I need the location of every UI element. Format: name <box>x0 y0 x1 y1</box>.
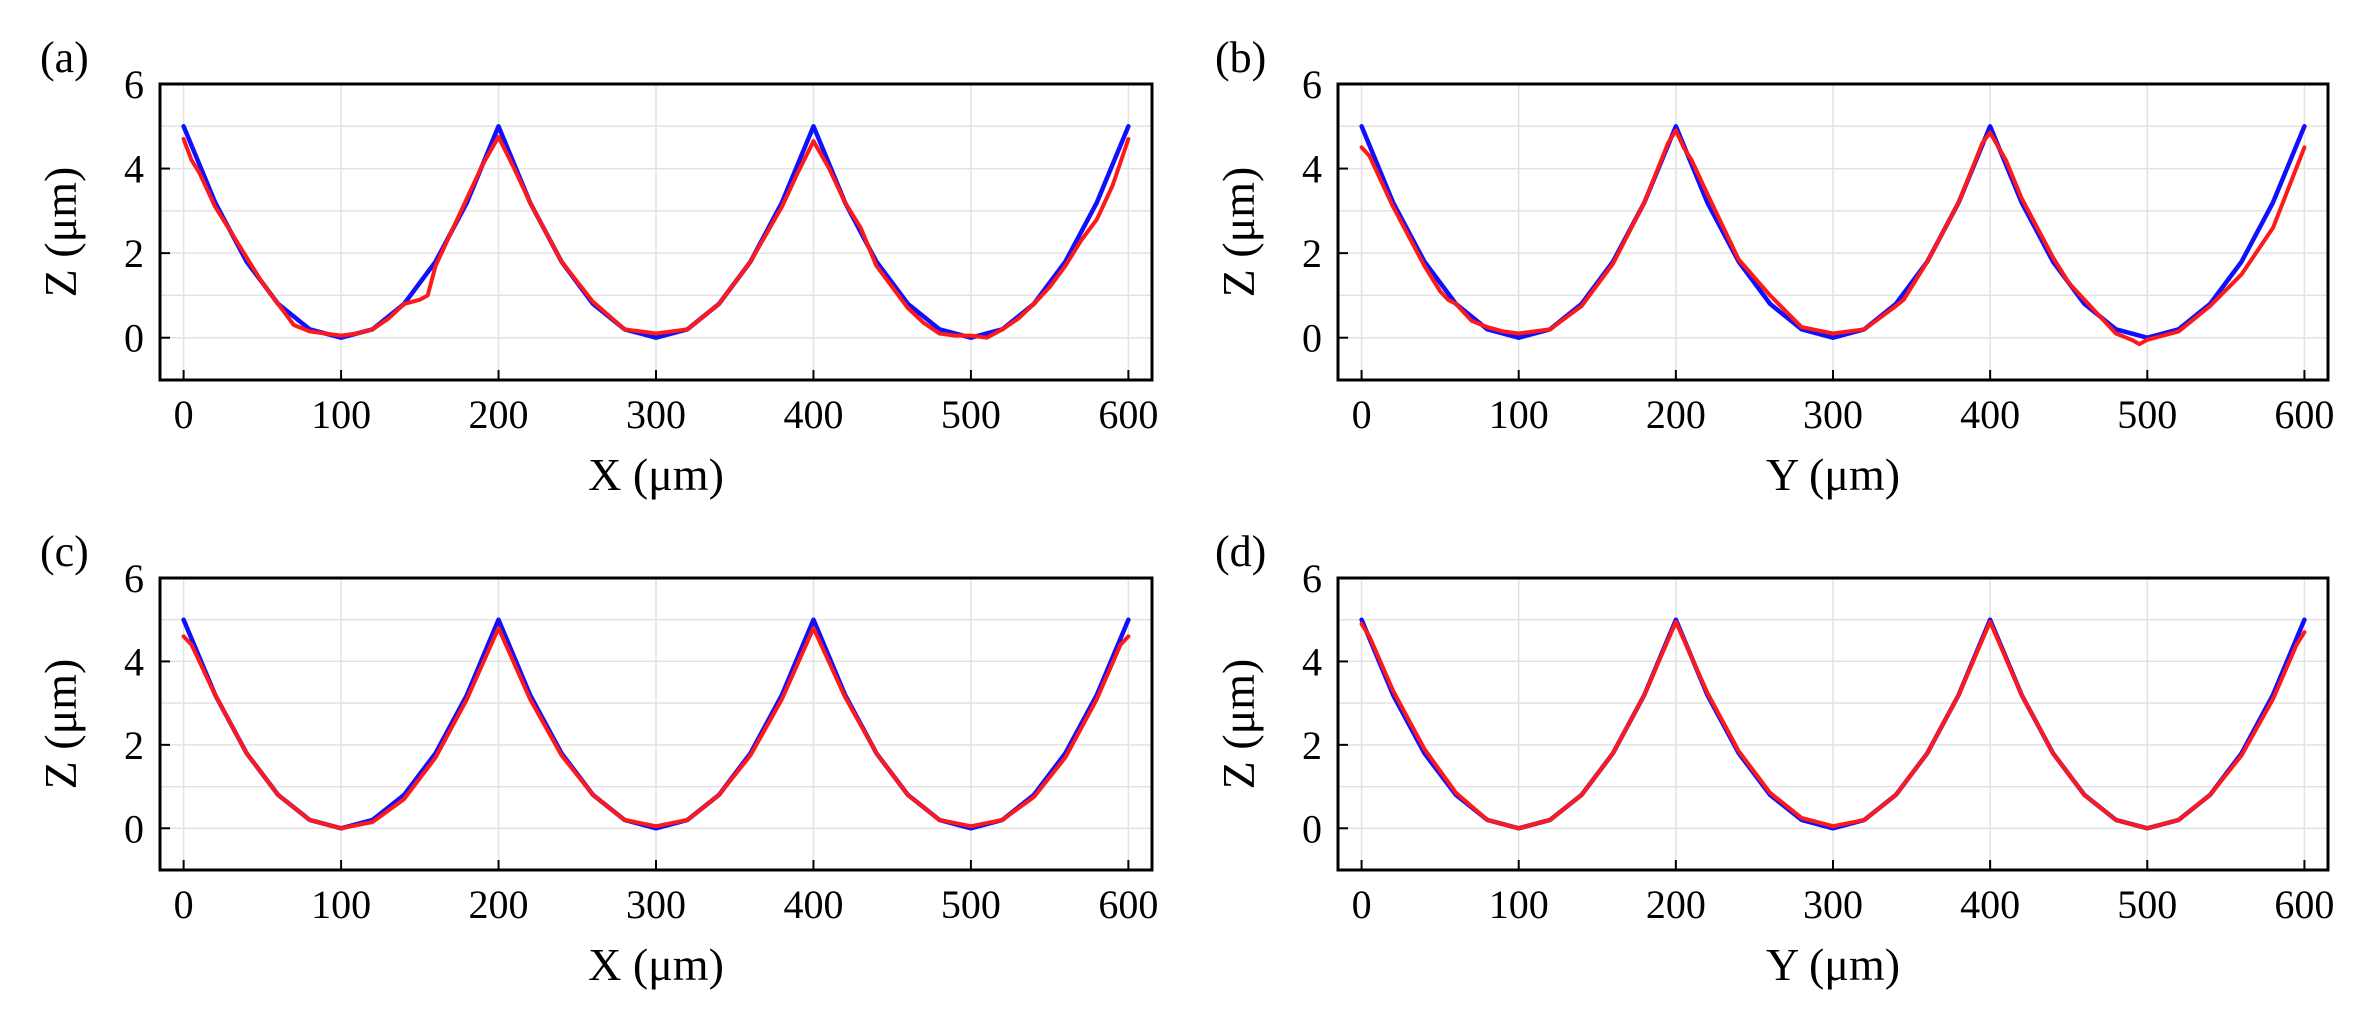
panel-a: (a) 0 100 200 300 400 500 600 0 2 4 6 X (μm) Z (μm… <box>35 33 1158 500</box>
series-line-measured <box>181 134 1131 340</box>
series-line-measured <box>1359 619 2307 831</box>
x-tick-label: 600 <box>1098 392 1158 437</box>
x-tick-label: 100 <box>311 882 371 927</box>
series-layer <box>181 617 1131 831</box>
x-tick-label: 100 <box>1489 882 1549 927</box>
y-tick-label: 6 <box>124 62 144 107</box>
x-tick-label: 0 <box>1352 882 1372 927</box>
x-tick-label: 500 <box>2117 392 2177 437</box>
panel-label: (b) <box>1215 33 1266 82</box>
x-tick-label: 300 <box>626 392 686 437</box>
y-tick-label: 2 <box>124 231 144 276</box>
x-tick-label: 300 <box>1803 882 1863 927</box>
panel-d: (d) 0 100 200 300 400 500 600 0 2 4 6 Y (μm) Z (μm… <box>1213 527 2334 990</box>
series-layer <box>1359 124 2307 347</box>
ticks: 0 100 200 300 400 500 600 0 2 4 6 <box>1302 556 2334 927</box>
x-tick-label: 400 <box>1960 882 2020 927</box>
x-tick-label: 200 <box>1646 882 1706 927</box>
y-tick-label: 6 <box>1302 556 1322 601</box>
x-tick-label: 600 <box>1098 882 1158 927</box>
x-tick-label: 0 <box>174 882 194 927</box>
x-tick-label: 500 <box>2117 882 2177 927</box>
x-tick-label: 500 <box>941 882 1001 927</box>
y-tick-label: 6 <box>1302 62 1322 107</box>
x-tick-label: 400 <box>783 882 843 927</box>
y-tick-label: 0 <box>1302 806 1322 851</box>
x-tick-label: 300 <box>1803 392 1863 437</box>
x-tick-label: 200 <box>1646 392 1706 437</box>
series-line-measured <box>1359 128 2307 347</box>
x-tick-label: 0 <box>1352 392 1372 437</box>
series-line-design <box>181 124 1131 340</box>
panel-label: (d) <box>1215 527 1266 576</box>
y-tick-label: 0 <box>124 806 144 851</box>
x-tick-label: 200 <box>469 882 529 927</box>
y-axis-title: Z (μm) <box>1213 167 1264 298</box>
y-axis-title: Z (μm) <box>35 659 86 790</box>
panel-label: (c) <box>40 527 89 576</box>
ticks: 0 100 200 300 400 500 600 0 2 4 6 <box>1302 62 2334 437</box>
y-tick-label: 4 <box>1302 639 1322 684</box>
x-tick-label: 100 <box>311 392 371 437</box>
x-tick-label: 400 <box>783 392 843 437</box>
y-tick-label: 0 <box>1302 316 1322 361</box>
x-axis-title: Y (μm) <box>1766 449 1900 500</box>
y-tick-label: 4 <box>124 147 144 192</box>
x-axis-title: X (μm) <box>588 939 724 990</box>
x-tick-label: 400 <box>1960 392 2020 437</box>
y-axis-title: Z (μm) <box>35 167 86 298</box>
y-tick-label: 2 <box>1302 723 1322 768</box>
x-tick-label: 0 <box>174 392 194 437</box>
panel-b: (b) 0 100 200 300 400 500 600 0 2 4 6 Y (μm) Z (μm… <box>1213 33 2334 500</box>
x-tick-label: 200 <box>469 392 529 437</box>
ticks: 0 100 200 300 400 500 600 0 2 4 6 <box>124 556 1158 927</box>
series-layer <box>181 124 1131 340</box>
panel-label: (a) <box>40 33 89 82</box>
y-tick-label: 4 <box>1302 147 1322 192</box>
x-tick-label: 100 <box>1489 392 1549 437</box>
y-tick-label: 2 <box>1302 231 1322 276</box>
ticks: 0 100 200 300 400 500 600 0 2 4 6 <box>124 62 1158 437</box>
y-tick-label: 0 <box>124 316 144 361</box>
x-tick-label: 300 <box>626 882 686 927</box>
panel-c: (c) 0 100 200 300 400 500 600 0 2 4 6 X (μm) Z (μm… <box>35 527 1158 990</box>
y-tick-label: 2 <box>124 723 144 768</box>
grid <box>160 83 1152 381</box>
x-axis-title: X (μm) <box>588 449 724 500</box>
y-tick-label: 6 <box>124 556 144 601</box>
y-axis-title: Z (μm) <box>1213 659 1264 790</box>
y-tick-label: 4 <box>124 639 144 684</box>
series-layer <box>1359 617 2307 831</box>
x-tick-label: 600 <box>2274 882 2334 927</box>
x-tick-label: 500 <box>941 392 1001 437</box>
series-line-design <box>1359 124 2307 340</box>
x-axis-title: Y (μm) <box>1766 939 1900 990</box>
series-line-measured <box>181 626 1131 831</box>
x-tick-label: 600 <box>2274 392 2334 437</box>
